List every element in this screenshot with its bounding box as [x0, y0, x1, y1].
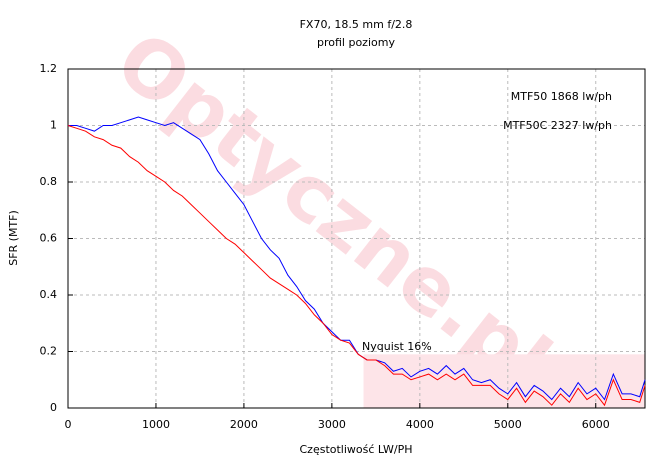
series-line	[67, 125, 646, 407]
x-tick-label: 3000	[318, 418, 346, 431]
y-tick-label: 0.4	[40, 288, 58, 301]
x-tick-label: 4000	[406, 418, 434, 431]
y-tick-label: 0.6	[40, 232, 58, 245]
annotation: MTF50C 2327 lw/ph	[503, 119, 612, 132]
y-tick-label: 0.8	[40, 175, 58, 188]
x-tick-label: 6000	[582, 418, 610, 431]
annotation: Nyquist 16%	[362, 340, 432, 353]
y-tick-label: 1.2	[40, 62, 58, 75]
x-tick-label: 5000	[494, 418, 522, 431]
x-tick-label: 1000	[142, 418, 170, 431]
x-tick-label: 0	[65, 418, 72, 431]
y-axis-label: SFR (MTF)	[7, 210, 20, 266]
annotation: MTF50 1868 lw/ph	[511, 90, 612, 103]
x-tick-label: 2000	[230, 418, 258, 431]
chart-title: FX70, 18.5 mm f/2.8	[300, 18, 413, 31]
y-tick-label: 0.2	[40, 345, 58, 358]
nyquist-region	[363, 354, 645, 408]
chart-subtitle: profil poziomy	[317, 36, 395, 49]
x-axis-label: Częstotliwość LW/PH	[299, 443, 412, 456]
plot-frame	[67, 68, 646, 409]
y-tick-label: 0	[50, 401, 57, 414]
y-tick-label: 1	[50, 119, 57, 132]
